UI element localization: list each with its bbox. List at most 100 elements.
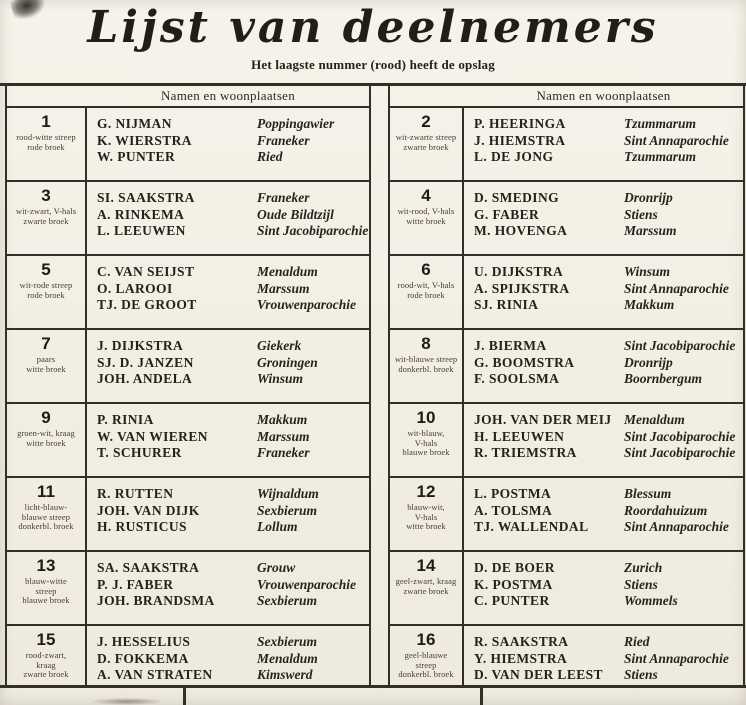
participant-row: J. HESSELIUS Sexbierum — [97, 634, 365, 651]
participant-place: Wommels — [624, 593, 678, 608]
outfit-line: rode broek — [407, 289, 445, 300]
participant-row: Y. HIEMSTRA Sint Annaparochie — [474, 651, 739, 668]
participant-row: G. NIJMAN Poppingawier — [97, 116, 365, 133]
participant-row: O. LAROOI Marssum — [97, 281, 365, 298]
outfit-line: V-hals — [414, 511, 438, 522]
number-cell: 6 rood-wit, V-hals rode broek — [390, 256, 464, 328]
participant-name: D. SMEDING — [474, 190, 560, 205]
number-cell: 7 paars witte broek — [7, 330, 87, 402]
outfit-line: wit-rode streep — [19, 280, 73, 290]
participant-name: W. VAN WIEREN — [97, 428, 208, 444]
next-row-border-stub — [480, 688, 483, 705]
participant-name: TJ. DE GROOT — [97, 297, 197, 312]
outfit-description: wit-rood, V-hals witte broek — [398, 206, 455, 226]
participant-place: Ried — [257, 149, 283, 164]
participant-row: A. VAN STRATEN Kimswerd — [97, 667, 365, 684]
entry-number: 7 — [41, 334, 51, 353]
participant-name: G. NIJMAN — [97, 116, 172, 131]
participant-place: Sint Annaparochie — [624, 650, 729, 666]
names-list: P. RINIA Makkum W. VAN WIEREN Marssum T. SCH… — [87, 404, 369, 476]
outfit-line: donkerbl. broek — [398, 363, 454, 374]
number-cell: 15 rood-zwart, kraag zwarte broek — [7, 626, 87, 686]
outfit-line: wit-blauw, — [407, 428, 445, 438]
participant-name: W. PUNTER — [97, 149, 176, 164]
participant-row: U. DIJKSTRA Winsum — [474, 264, 739, 281]
participant-place: Winsum — [624, 264, 671, 279]
participant-group-row: 13 blauw-witte streep blauwe broek SA. SAA… — [7, 552, 369, 626]
entry-number: 6 — [421, 260, 431, 279]
page-title: Lijst van deelnemers — [87, 2, 659, 53]
outfit-line: wit-zwarte streep — [395, 132, 457, 142]
participant-place: Sexbierum — [257, 593, 318, 608]
entry-number: 5 — [41, 260, 51, 279]
outfit-line: geel-zwart, kraag — [395, 576, 457, 586]
column-header-label: Namen en woonplaatsen — [160, 88, 296, 103]
participant-place: Sint Annaparochie — [624, 519, 729, 534]
participant-row: JOH. BRANDSMA Sexbierum — [97, 593, 365, 610]
outfit-description: wit-blauw, V-hals blauwe broek — [402, 428, 449, 458]
participants-table-left: Namen en woonplaatsen 1 rood-witte stree… — [5, 84, 371, 688]
entry-number: 11 — [37, 482, 55, 501]
outfit-line: rode broek — [27, 289, 65, 300]
number-cell: 16 geel-blauwe streep donkerbl. broek — [390, 626, 464, 686]
participant-name: J. HESSELIUS — [97, 634, 191, 649]
names-list: J. HESSELIUS Sexbierum D. FOKKEMA Menaldum A… — [87, 626, 369, 686]
outfit-line: blauw-witte — [25, 576, 67, 586]
outfit-line: zwarte broek — [23, 669, 69, 679]
participant-name: A. VAN STRATEN — [97, 667, 213, 682]
participant-row: D. VAN DER LEEST Stiens — [474, 667, 739, 684]
participant-row: J. BIERMA Sint Jacobiparochie — [474, 338, 739, 355]
number-cell: 12 blauw-wit, V-hals witte broek — [390, 478, 464, 550]
participant-name: SJ. D. JANZEN — [97, 354, 194, 370]
participant-name: F. SOOLSMA — [474, 371, 560, 386]
participant-group-row: 4 wit-rood, V-hals witte broek D. SMEDING… — [390, 182, 743, 256]
participant-name: D. VAN DER LEEST — [474, 667, 603, 682]
participant-name: K. WIERSTRA — [97, 132, 192, 148]
outfit-line: witte broek — [26, 437, 66, 448]
names-list: U. DIJKSTRA Winsum A. SPIJKSTRA Sint Annapa… — [464, 256, 743, 328]
participant-row: JOH. VAN DIJK Sexbierum — [97, 503, 365, 520]
outfit-description: rood-witte streep rode broek — [16, 132, 76, 152]
participant-name: P. J. FABER — [97, 576, 174, 592]
outfit-line: blauwe broek — [22, 595, 70, 605]
names-list: SI. SAAKSTRA Franeker A. RINKEMA Oude Bildt… — [87, 182, 369, 254]
participant-name: A. TOLSMA — [474, 502, 553, 518]
names-list: R. RUTTEN Wijnaldum JOH. VAN DIJK Sexbierum… — [87, 478, 369, 550]
participant-place: Kimswerd — [257, 667, 313, 682]
column-header-label: Namen en woonplaatsen — [536, 88, 671, 103]
participant-place: Dronrijp — [624, 354, 673, 370]
participant-name: JOH. VAN DIJK — [97, 502, 200, 518]
outfit-description: wit-zwart, V-hals zwarte broek — [16, 206, 76, 226]
participant-place: Boornbergum — [624, 371, 703, 386]
participant-row: L. POSTMA Blessum — [474, 486, 739, 503]
participant-name: C. VAN SEIJST — [97, 264, 195, 279]
outfit-line: donkerbl. broek — [398, 669, 454, 679]
participant-row: A. SPIJKSTRA Sint Annaparochie — [474, 281, 739, 298]
participant-place: Franeker — [257, 132, 310, 148]
outfit-line: licht-blauw- — [24, 502, 68, 512]
participant-row: F. SOOLSMA Boornbergum — [474, 371, 739, 388]
participant-group-row: 12 blauw-wit, V-hals witte broek L. POSTMA… — [390, 478, 743, 552]
names-list: SA. SAAKSTRA Grouw P. J. FABER Vrouwenparoc… — [87, 552, 369, 624]
entry-number: 13 — [36, 556, 56, 575]
participant-place: Oude Bildtzijl — [257, 206, 334, 222]
outfit-line: kraag — [36, 659, 56, 670]
outfit-line: rode broek — [27, 141, 65, 152]
names-list: JOH. VAN DER MEIJ Menaldum H. LEEUWEN Sint … — [464, 404, 743, 476]
participant-name: J. HIEMSTRA — [474, 132, 566, 148]
participant-row: D. DE BOER Zurich — [474, 560, 739, 577]
participant-row: SJ. RINIA Makkum — [474, 297, 739, 314]
entry-number: 8 — [421, 334, 431, 353]
number-cell: 10 wit-blauw, V-hals blauwe broek — [390, 404, 464, 476]
outfit-line: zwarte broek — [403, 141, 449, 152]
participant-row: TJ. DE GROOT Vrouwenparochie — [97, 297, 365, 314]
participant-row: W. PUNTER Ried — [97, 149, 365, 166]
participant-name: G. FABER — [474, 206, 540, 222]
names-list: L. POSTMA Blessum A. TOLSMA Roordahuizum TJ.… — [464, 478, 743, 550]
participant-name: L. DE JONG — [474, 149, 554, 164]
names-list: D. SMEDING Dronrijp G. FABER Stiens M. HOVEN… — [464, 182, 743, 254]
number-cell: 8 wit-blauwe streep donkerbl. broek — [390, 330, 464, 402]
participant-place: Menaldum — [257, 264, 318, 279]
participant-place: Grouw — [257, 560, 296, 575]
participant-name: U. DIJKSTRA — [474, 264, 564, 279]
